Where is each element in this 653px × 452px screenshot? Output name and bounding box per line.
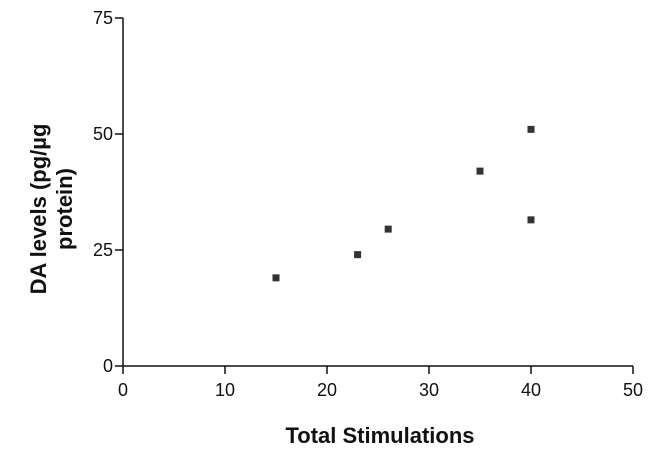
y-tick-label: 0 (103, 356, 113, 376)
x-tick-label: 20 (317, 380, 337, 400)
x-tick-label: 30 (419, 380, 439, 400)
y-axis-title-line-2: protein) (52, 168, 77, 250)
x-axis-title: Total Stimulations (285, 423, 474, 448)
y-axis-title-line-1: DA levels (pg/µg (26, 124, 51, 295)
x-ticks: 0 10 20 30 40 50 (118, 366, 643, 400)
data-points (272, 125, 535, 282)
y-tick-label: 25 (93, 240, 113, 260)
y-axis-title: DA levels (pg/µg protein) (26, 124, 77, 295)
data-point (384, 225, 392, 233)
x-tick-label: 10 (215, 380, 235, 400)
data-point (527, 125, 535, 133)
data-point (272, 274, 280, 282)
x-tick-label: 0 (118, 380, 128, 400)
data-point (527, 216, 535, 224)
y-tick-label: 75 (93, 8, 113, 28)
data-point (354, 251, 362, 259)
axes (122, 18, 633, 367)
x-tick-label: 50 (623, 380, 643, 400)
data-point (476, 167, 484, 175)
x-tick-label: 40 (521, 380, 541, 400)
y-tick-label: 50 (93, 124, 113, 144)
y-ticks: 0 25 50 75 (93, 8, 123, 376)
